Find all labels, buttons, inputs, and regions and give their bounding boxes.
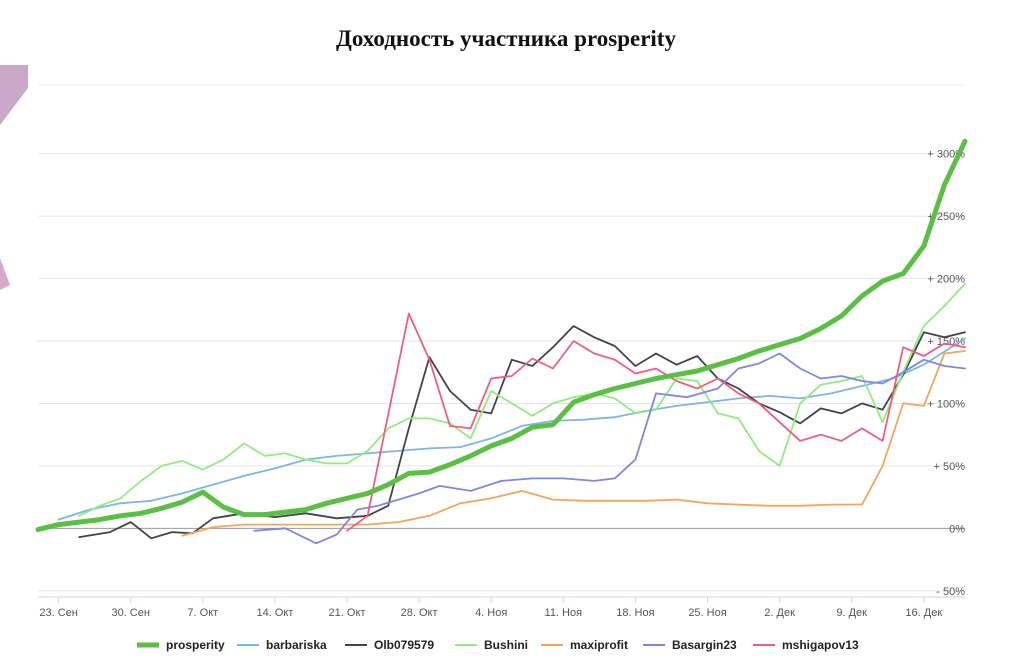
legend-item-mshigapov13[interactable]: mshigapov13 — [753, 638, 859, 652]
y-tick-label: - 50% — [936, 586, 965, 598]
legend-item-Bushini[interactable]: Bushini — [455, 638, 528, 652]
x-tick-label: 2. Дек — [764, 607, 795, 619]
legend-label: Olb079579 — [374, 638, 434, 652]
series-line-prosperity — [35, 138, 968, 533]
series-line-barbariska — [57, 337, 966, 521]
series-line-Olb079579 — [78, 325, 966, 540]
y-tick-label: + 50% — [934, 461, 966, 473]
x-tick-label: 7. Окт — [187, 607, 218, 619]
y-tick-label: + 200% — [927, 274, 965, 286]
legend-label: Bushini — [484, 638, 528, 652]
x-axis: 23. Сен 30. Сен 7. Окт 14. Окт 21. Окт 28. Ок… — [38, 596, 965, 619]
x-tick-label: 14. Окт — [256, 607, 293, 619]
series-line-mshigapov13 — [346, 312, 966, 532]
y-tick-label: 0% — [949, 523, 965, 535]
y-tick-label: + 100% — [927, 398, 965, 410]
series-line-Basargin23 — [253, 352, 966, 545]
decor-shape — [0, 65, 28, 125]
legend[interactable]: prosperity barbariska Olb079579 Bushini maxi… — [137, 638, 859, 652]
legend-item-barbariska[interactable]: barbariska — [237, 638, 327, 652]
x-tick-label: 28. Окт — [401, 607, 438, 619]
x-tick-label: 18. Ноя — [616, 607, 654, 619]
y-axis: - 50%0%+ 50%+ 100%+ 150%+ 200%+ 250%+ 30… — [927, 149, 965, 598]
x-tick-label: 25. Ноя — [688, 607, 726, 619]
chart-title: Доходность участника prosperity — [336, 26, 676, 51]
decor-shape — [0, 258, 10, 290]
x-tick-label: 21. Окт — [329, 607, 366, 619]
legend-label: mshigapov13 — [782, 638, 859, 652]
series-line-Bushini — [78, 282, 966, 517]
x-tick-label: 11. Ноя — [545, 607, 583, 619]
legend-item-maxiprofit[interactable]: maxiprofit — [541, 638, 628, 652]
legend-label: prosperity — [166, 638, 225, 652]
legend-label: barbariska — [266, 638, 327, 652]
grid — [38, 84, 965, 592]
x-tick-label: 23. Сен — [39, 607, 77, 619]
legend-item-prosperity[interactable]: prosperity — [137, 638, 225, 652]
legend-label: Basargin23 — [672, 638, 737, 652]
legend-label: maxiprofit — [570, 638, 628, 652]
x-tick-label: 16. Дек — [905, 607, 942, 619]
x-tick-label: 30. Сен — [111, 607, 149, 619]
legend-item-Olb079579[interactable]: Olb079579 — [345, 638, 434, 652]
x-tick-label: 4. Ноя — [475, 607, 507, 619]
legend-item-Basargin23[interactable]: Basargin23 — [643, 638, 737, 652]
series-line-maxiprofit — [181, 350, 966, 537]
series-lines — [35, 138, 968, 545]
x-tick-label: 9. Дек — [836, 607, 867, 619]
